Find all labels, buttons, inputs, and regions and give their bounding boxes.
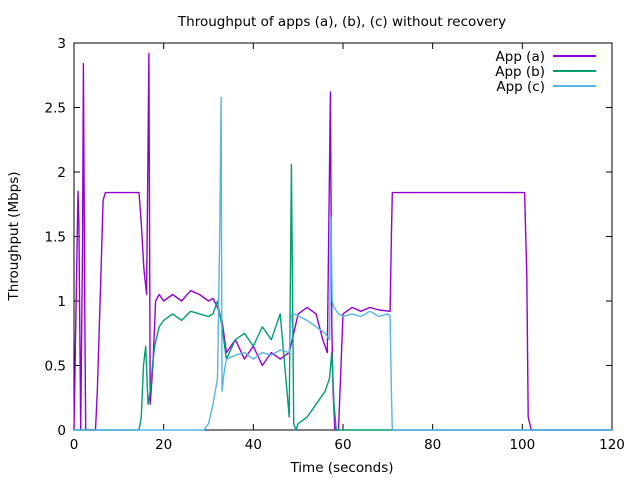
y-tick-label: 0.5	[45, 359, 66, 375]
chart-title: Throughput of apps (a), (b), (c) without…	[177, 14, 506, 30]
legend-label: App (b)	[495, 64, 545, 80]
series-layer	[73, 52, 612, 431]
series-line-3	[74, 96, 612, 431]
x-axis-label: Time (seconds)	[289, 460, 393, 476]
x-tick-label: 60	[334, 437, 351, 453]
y-axis-label: Throughput (Mbps)	[6, 171, 22, 301]
series-line-1	[73, 52, 612, 431]
x-tick-label: 0	[70, 437, 79, 453]
x-tick-label: 120	[599, 437, 625, 453]
y-tick-label: 1	[57, 294, 66, 310]
x-axis-ticks: 0 20 40 60 80 100 120	[70, 43, 625, 453]
x-tick-label: 20	[155, 437, 172, 453]
legend-label: App (a)	[496, 49, 545, 65]
x-tick-label: 80	[424, 437, 441, 453]
x-tick-label: 40	[245, 437, 262, 453]
y-tick-label: 3	[57, 36, 66, 52]
legend-label: App (c)	[496, 79, 545, 95]
y-tick-label: 0	[57, 423, 66, 439]
series-line-2	[74, 163, 612, 431]
legend: App (a)App (b)App (c)	[495, 49, 596, 95]
x-tick-label: 100	[509, 437, 535, 453]
y-tick-label: 1.5	[45, 230, 66, 246]
y-tick-label: 2	[57, 165, 66, 181]
y-tick-label: 2.5	[45, 101, 66, 117]
plot-frame	[73, 42, 613, 431]
